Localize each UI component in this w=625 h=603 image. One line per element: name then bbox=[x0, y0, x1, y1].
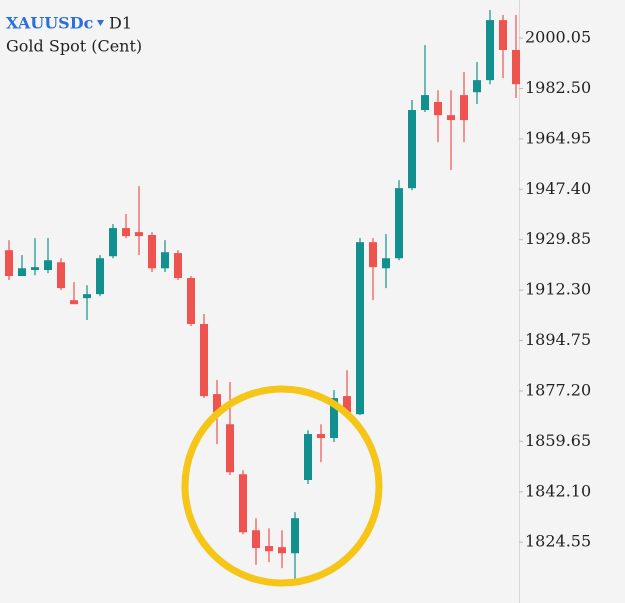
candle-body bbox=[18, 268, 26, 277]
candle-body bbox=[512, 49, 520, 85]
candle-body bbox=[330, 398, 338, 439]
candle-body bbox=[122, 228, 130, 237]
candle-body bbox=[226, 424, 234, 473]
symbol[interactable]: XAUUSDc bbox=[6, 14, 94, 33]
y-tick-label: 1859.65 bbox=[525, 431, 591, 450]
timeframe: D1 bbox=[109, 14, 132, 33]
candle-body bbox=[408, 110, 416, 189]
candle-body bbox=[148, 234, 156, 269]
symbol-dropdown-icon[interactable] bbox=[97, 20, 104, 26]
candle-body bbox=[356, 242, 364, 415]
candle-body bbox=[200, 324, 208, 397]
candle-body bbox=[161, 252, 169, 269]
candle-body bbox=[109, 228, 117, 257]
candle-body bbox=[395, 188, 403, 259]
candle-body bbox=[174, 253, 182, 279]
candle-body bbox=[187, 278, 195, 325]
candle-body bbox=[343, 396, 351, 413]
candle-body bbox=[278, 547, 286, 554]
candle-body bbox=[499, 20, 507, 50]
candle-body bbox=[486, 20, 494, 81]
candle-body bbox=[213, 394, 221, 413]
candle-body bbox=[460, 95, 468, 121]
candle-body bbox=[44, 260, 52, 271]
candle-body bbox=[265, 546, 273, 552]
y-tick-label: 1929.85 bbox=[525, 229, 591, 248]
y-tick-label: 2000.05 bbox=[525, 28, 591, 47]
candle-body bbox=[135, 232, 143, 237]
candle-body bbox=[5, 250, 13, 277]
candle-body bbox=[31, 267, 39, 271]
y-tick-label: 1877.20 bbox=[525, 380, 591, 399]
candle-body bbox=[239, 474, 247, 533]
candle-body bbox=[96, 258, 104, 295]
candle-body bbox=[70, 300, 78, 305]
candle-body bbox=[57, 262, 65, 289]
y-tick-label: 1912.30 bbox=[525, 280, 591, 299]
candle-body bbox=[83, 294, 91, 299]
candles bbox=[5, 10, 520, 581]
candle-body bbox=[434, 101, 442, 116]
y-tick-label: 1947.40 bbox=[525, 179, 591, 198]
candle-body bbox=[421, 95, 429, 111]
candle-body bbox=[369, 242, 377, 268]
candle-body bbox=[447, 115, 455, 121]
subtitle: Gold Spot (Cent) bbox=[6, 37, 142, 56]
candle-body bbox=[382, 258, 390, 269]
y-tick-label: 1964.95 bbox=[525, 128, 591, 147]
candle-body bbox=[252, 530, 260, 549]
candle-body bbox=[317, 434, 325, 439]
candle-body bbox=[291, 518, 299, 554]
y-tick-label: 1982.50 bbox=[525, 78, 591, 97]
candle-body bbox=[473, 80, 481, 93]
candle-body bbox=[304, 434, 312, 480]
y-tick-label: 1894.75 bbox=[525, 330, 591, 349]
highlight-circle bbox=[181, 385, 383, 587]
y-tick-label: 1824.55 bbox=[525, 532, 591, 551]
y-tick-label: 1842.10 bbox=[525, 481, 591, 500]
